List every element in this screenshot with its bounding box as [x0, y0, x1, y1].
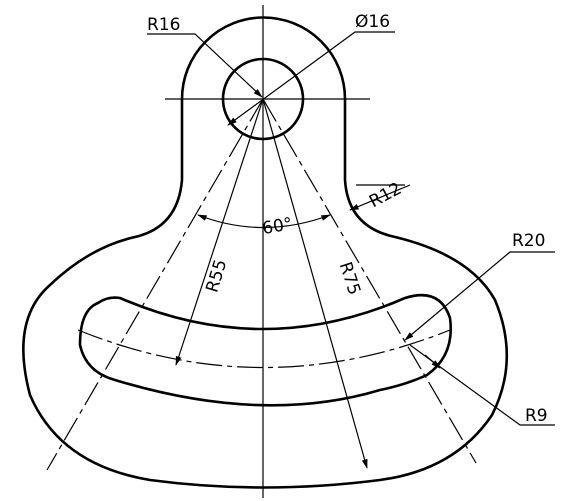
- label-r20: R20: [512, 231, 545, 251]
- label-r16: R16: [147, 15, 180, 35]
- label-r9: R9: [525, 406, 548, 426]
- angle-arc: [197, 214, 331, 229]
- d16-leader: [227, 31, 395, 126]
- left-radial-centerline: [46, 98, 264, 471]
- r75-dimension-line: [262, 98, 368, 469]
- r55-dimension-line: [175, 98, 264, 366]
- r20-leader: [404, 251, 555, 341]
- label-d16: Ø16: [355, 12, 390, 32]
- slot-center-arc: [77, 329, 451, 369]
- right-radial-centerline: [262, 98, 477, 464]
- r12-arrow-line: [349, 184, 411, 211]
- label-r55: R55: [202, 257, 231, 295]
- hole-circle: [221, 57, 305, 141]
- label-angle: 60°: [261, 214, 294, 239]
- r16-leader: [147, 33, 263, 98]
- outer-contour: [22, 16, 509, 489]
- r9-leader: [409, 344, 555, 426]
- arc-slot: [78, 293, 453, 407]
- label-r75: R75: [335, 260, 364, 298]
- r9-arrow: [424, 354, 441, 369]
- label-r12: R12: [366, 179, 405, 212]
